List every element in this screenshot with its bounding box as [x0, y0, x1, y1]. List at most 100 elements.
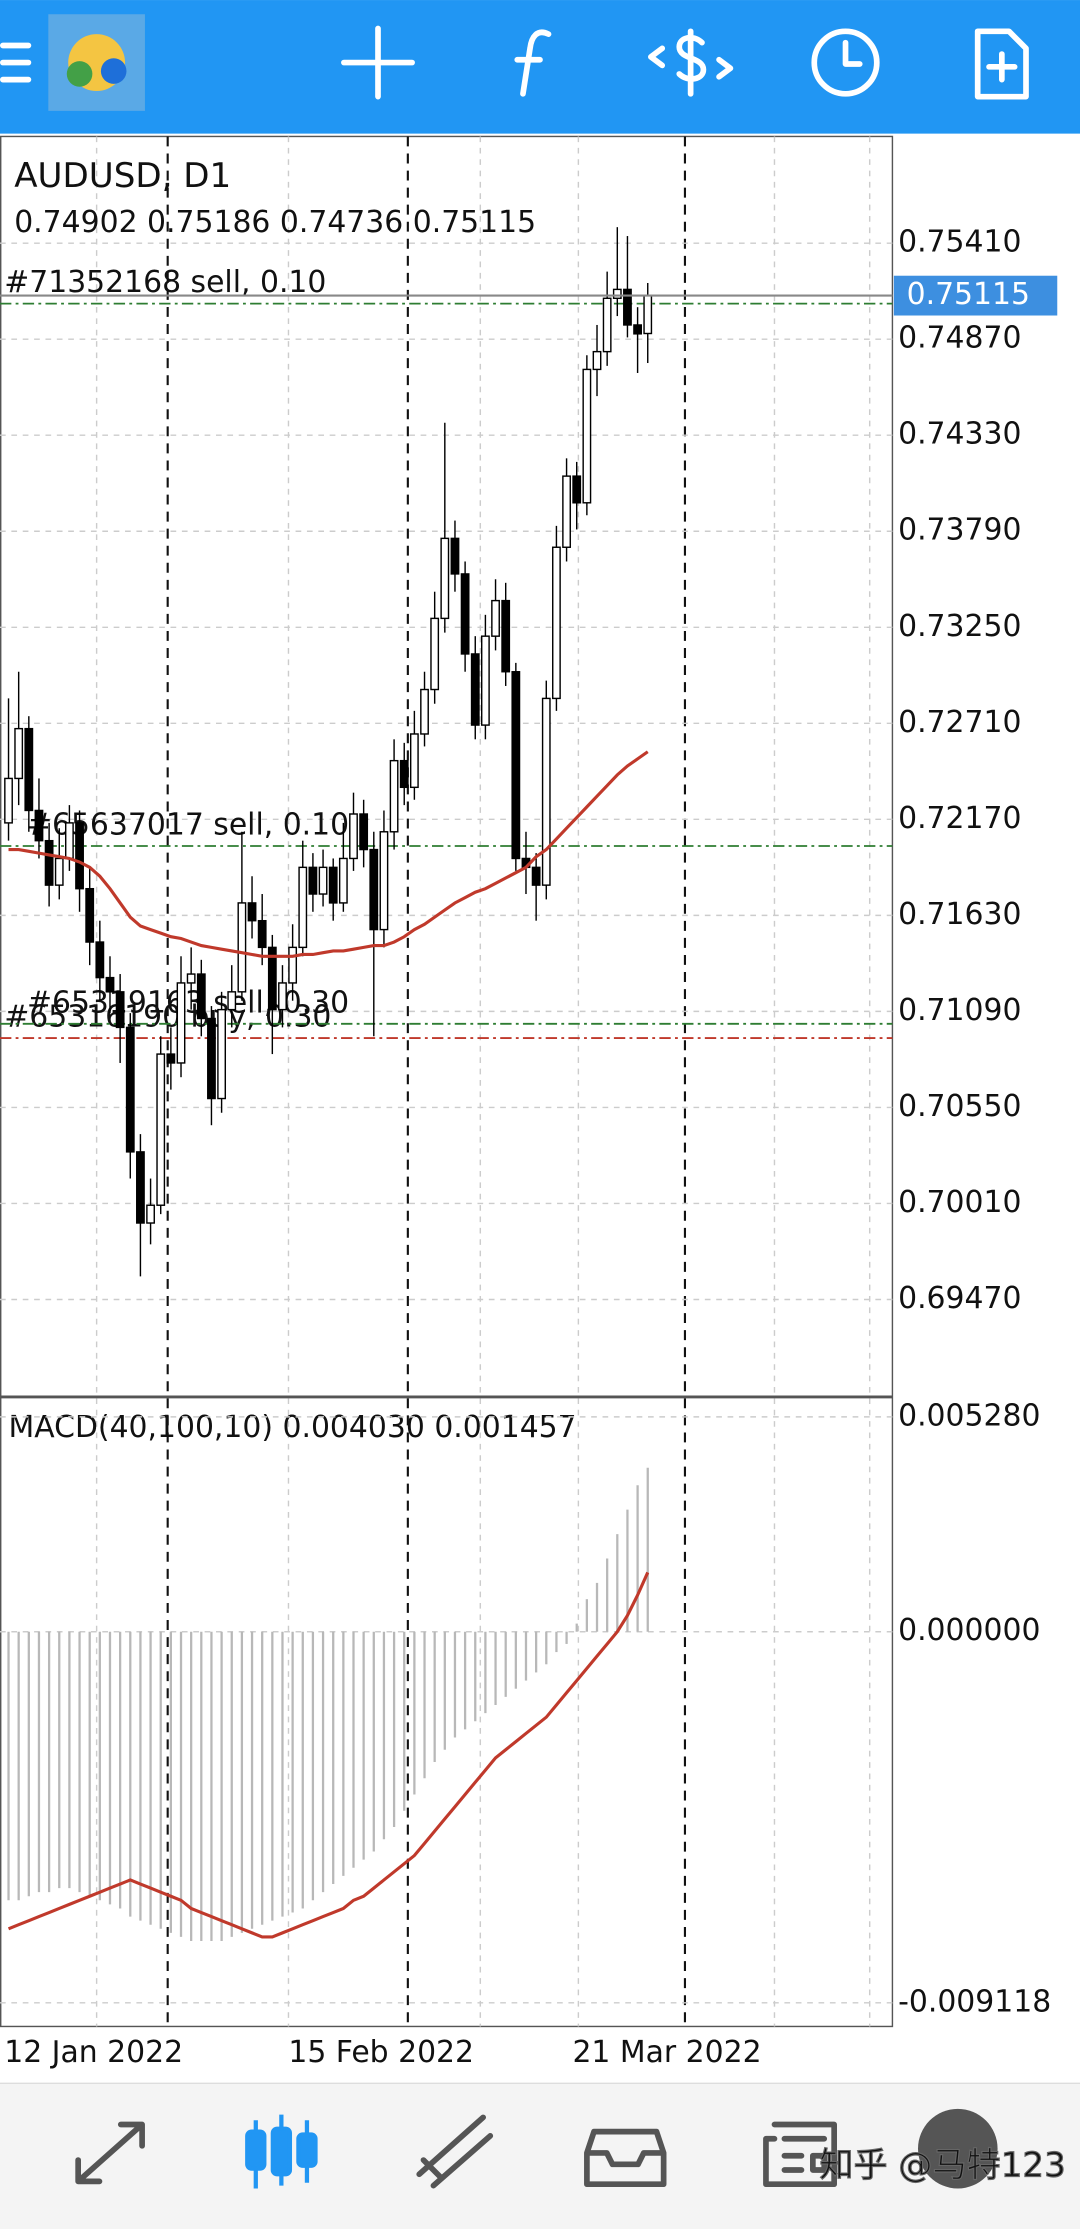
- candle-body: [267, 946, 277, 1011]
- candle-body: [501, 599, 511, 673]
- candle-body: [14, 727, 24, 780]
- candle-body: [349, 813, 358, 860]
- candle-body: [227, 991, 237, 1011]
- candle-body: [389, 759, 399, 833]
- price-tag-label: 0.75115: [907, 277, 1030, 312]
- candle-body: [430, 617, 440, 691]
- candle-body: [318, 866, 328, 895]
- candle-body: [115, 991, 125, 1029]
- y-tick-label: 0.69470: [898, 1281, 1021, 1316]
- candle-body: [298, 866, 308, 949]
- candle-body: [125, 1026, 135, 1153]
- candle-body: [136, 1151, 145, 1224]
- candle-body: [450, 537, 460, 575]
- candle-body: [572, 475, 582, 504]
- candle-body: [369, 848, 379, 931]
- y-tick-label: 0.72710: [898, 705, 1021, 740]
- candle-body: [460, 573, 470, 655]
- candle-body: [237, 902, 247, 993]
- candle-body: [207, 1017, 216, 1100]
- candle-body: [4, 777, 13, 824]
- candle-body: [338, 857, 348, 904]
- macd-title: MACD(40,100,10): [9, 1410, 274, 1445]
- candle-body: [257, 919, 267, 949]
- y-tick-label: 0.71090: [898, 993, 1021, 1028]
- history-button[interactable]: [811, 28, 880, 97]
- candle-body: [633, 324, 643, 335]
- candle-body: [54, 857, 64, 886]
- y-tick-label: 0.70010: [898, 1185, 1021, 1220]
- moving-average: [8, 750, 649, 958]
- vertical-grid: [95, 136, 871, 2027]
- y-tick-label: 0.70550: [898, 1089, 1021, 1124]
- y-tick-label: 0.73250: [898, 609, 1021, 644]
- candle-body: [531, 866, 541, 886]
- candle-body: [491, 599, 500, 637]
- candle-body: [247, 902, 257, 922]
- order-label: #65319163 sell, 0.30: [27, 985, 349, 1020]
- candle-body: [85, 887, 95, 943]
- macd-tick-label: 0.000000: [898, 1613, 1040, 1648]
- chart-frame: [0, 135, 894, 2028]
- candle-body: [95, 941, 105, 979]
- y-tick-label: 0.73790: [898, 513, 1021, 548]
- candle-body: [105, 976, 115, 993]
- y-tick-label: 0.72170: [898, 801, 1021, 836]
- candle-body: [196, 973, 206, 1020]
- candle-body: [217, 1008, 227, 1100]
- macd-tick-label: 0.005280: [898, 1398, 1040, 1433]
- order-label: #65316190 buy, 0.30: [4, 1000, 331, 1035]
- candle-body: [308, 866, 318, 895]
- indicators-button[interactable]: [514, 29, 552, 97]
- x-tick-label: 15 Feb 2022: [288, 2035, 474, 2070]
- ohlc-readout: 0.74902 0.75186 0.74736 0.75115: [14, 205, 536, 240]
- price-tag: [893, 275, 1058, 316]
- y-tick-label: 0.75410: [898, 225, 1021, 260]
- menu-button[interactable]: [0, 42, 32, 83]
- candle-body: [552, 546, 561, 700]
- messages-tab[interactable]: [918, 2108, 998, 2189]
- candle-body: [582, 368, 592, 504]
- high-value: 0.75186: [147, 205, 270, 240]
- candle-body: [440, 537, 450, 620]
- macd-signal: [7, 1571, 650, 1939]
- candle-body: [612, 288, 622, 299]
- news-tab[interactable]: [763, 2121, 837, 2188]
- candle-body: [511, 671, 521, 860]
- trade-tab[interactable]: [416, 2114, 494, 2189]
- candle-body: [409, 733, 419, 789]
- macd-value: 0.004030: [283, 1410, 425, 1445]
- macd-readout: MACD(40,100,10) 0.004030 0.001457: [9, 1410, 577, 1445]
- trade-button[interactable]: [648, 28, 734, 97]
- candle-body: [146, 1204, 155, 1224]
- candle-body: [562, 475, 571, 548]
- signal-value: 0.001457: [434, 1410, 576, 1445]
- candle-body: [75, 822, 84, 890]
- candle-body: [64, 822, 74, 860]
- candle-body: [541, 697, 551, 886]
- toolbar: [0, 0, 1080, 134]
- chart-tab[interactable]: [245, 2114, 318, 2189]
- candle-body: [156, 1053, 166, 1206]
- candle-body: [278, 982, 287, 1011]
- candle-body: [480, 635, 490, 726]
- candle-body: [44, 839, 54, 886]
- y-tick-label: 0.71630: [898, 897, 1021, 932]
- watermark: 知乎 @马特123: [819, 2146, 1065, 2186]
- y-tick-label: 0.74870: [898, 321, 1021, 356]
- app-icon[interactable]: [48, 14, 145, 111]
- order-label: #71352168 sell, 0.10: [4, 265, 326, 300]
- candle-body: [166, 1053, 176, 1064]
- history-tab[interactable]: [584, 2128, 667, 2188]
- candle-body: [34, 809, 44, 842]
- quotes-tab[interactable]: [75, 2121, 145, 2185]
- candle-body: [592, 350, 602, 371]
- crosshair-button[interactable]: [341, 25, 415, 100]
- candle-body: [623, 288, 632, 326]
- candle-body: [288, 946, 298, 984]
- new-order-button[interactable]: [974, 28, 1029, 100]
- candle-body: [643, 294, 653, 335]
- close-value: 0.75115: [413, 205, 536, 240]
- y-tick-label: 0.74330: [898, 417, 1021, 452]
- candle-body: [420, 688, 429, 735]
